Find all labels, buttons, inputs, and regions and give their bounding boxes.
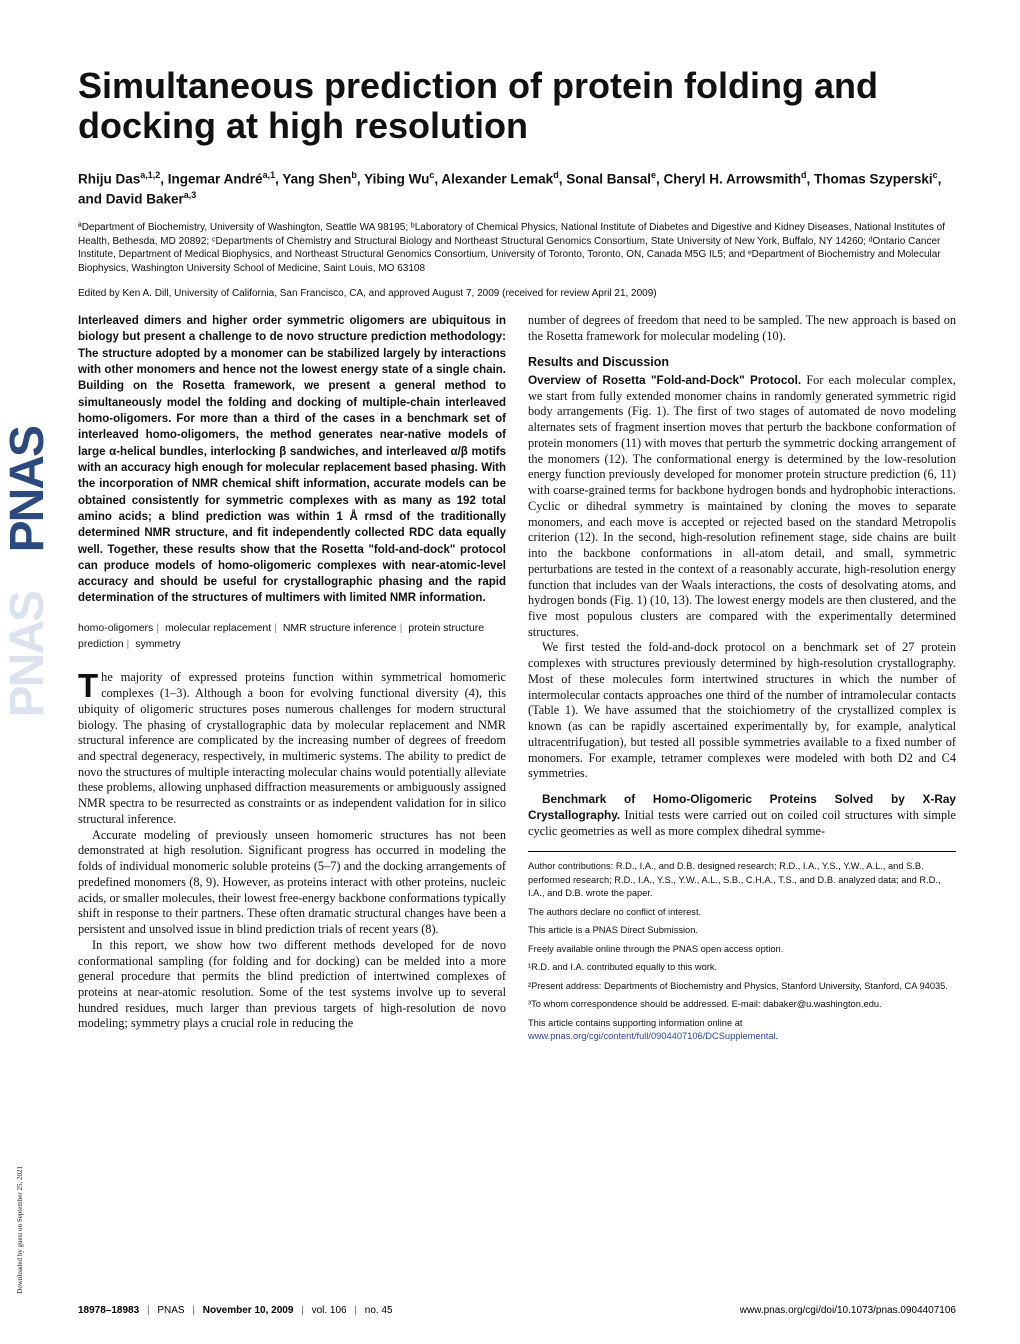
body-paragraph: Overview of Rosetta "Fold-and-Dock" Prot… xyxy=(528,373,956,640)
keyword: homo-oligomers xyxy=(78,622,153,634)
keywords: homo-oligomers| molecular replacement| N… xyxy=(78,621,506,653)
dropcap: T xyxy=(78,670,101,700)
si-link[interactable]: www.pnas.org/cgi/content/full/0904407106… xyxy=(528,1031,776,1041)
section-heading: Results and Discussion xyxy=(528,354,956,371)
footnote: Freely available online through the PNAS… xyxy=(528,943,956,956)
affiliations: ªDepartment of Biochemistry, University … xyxy=(78,221,956,275)
footer-doi: www.pnas.org/cgi/doi/10.1073/pnas.090440… xyxy=(740,1305,956,1316)
abstract: Interleaved dimers and higher order symm… xyxy=(78,313,506,607)
download-note: Downloaded by guest on September 25, 202… xyxy=(16,1166,24,1294)
author-list: Rhiju Dasa,1,2, Ingemar Andréa,1, Yang S… xyxy=(78,169,956,210)
body-paragraph: The majority of expressed proteins funct… xyxy=(78,670,506,827)
body-paragraph: Benchmark of Homo-Oligomeric Proteins So… xyxy=(528,792,956,839)
footnote: This article contains supporting informa… xyxy=(528,1017,956,1044)
column-left: Interleaved dimers and higher order symm… xyxy=(78,313,506,1049)
footnote: This article is a PNAS Direct Submission… xyxy=(528,924,956,937)
footnote: ²Present address: Departments of Biochem… xyxy=(528,980,956,993)
body-text: he majority of expressed proteins functi… xyxy=(78,670,506,826)
footer-pages: 18978–18983 xyxy=(78,1305,139,1316)
page-footer: 18978–18983 | PNAS | November 10, 2009 |… xyxy=(78,1305,956,1316)
pnas-logo: PNAS xyxy=(0,427,55,552)
column-right: number of degrees of freedom that need t… xyxy=(528,313,956,1049)
run-in-heading: Overview of Rosetta "Fold-and-Dock" Prot… xyxy=(528,373,801,387)
body-paragraph: We first tested the fold-and-dock protoc… xyxy=(528,640,956,782)
body-paragraph: Accurate modeling of previously unseen h… xyxy=(78,828,506,938)
footnote-text: This article contains supporting informa… xyxy=(528,1018,742,1028)
two-column-body: Interleaved dimers and higher order symm… xyxy=(78,313,956,1049)
footer-vol: vol. 106 xyxy=(312,1305,347,1316)
footnote: ³To whom correspondence should be addres… xyxy=(528,998,956,1011)
body-paragraph: number of degrees of freedom that need t… xyxy=(528,313,956,344)
keyword: NMR structure inference xyxy=(283,622,397,634)
keyword: molecular replacement xyxy=(165,622,271,634)
footer-journal: PNAS xyxy=(157,1305,184,1316)
body-text: For each molecular complex, we start fro… xyxy=(528,373,956,639)
body-paragraph: In this report, we show how two differen… xyxy=(78,938,506,1032)
footnote: Author contributions: R.D., I.A., and D.… xyxy=(528,860,956,900)
article-title: Simultaneous prediction of protein foldi… xyxy=(78,66,956,147)
footer-issue: no. 45 xyxy=(365,1305,393,1316)
keyword: symmetry xyxy=(135,638,181,650)
footer-date: November 10, 2009 xyxy=(203,1305,294,1316)
footnote-text: . xyxy=(776,1031,779,1041)
edited-by: Edited by Ken A. Dill, University of Cal… xyxy=(78,287,956,301)
pnas-logo-ghost: PNAS xyxy=(0,592,55,717)
footnote: The authors declare no conflict of inter… xyxy=(528,906,956,919)
article-page: Simultaneous prediction of protein foldi… xyxy=(78,66,956,1048)
footnote-rule xyxy=(528,851,956,852)
footnote: ¹R.D. and I.A. contributed equally to th… xyxy=(528,961,956,974)
footer-left: 18978–18983 | PNAS | November 10, 2009 |… xyxy=(78,1305,393,1316)
journal-sidebar: PNAS PNAS xyxy=(0,0,54,1344)
